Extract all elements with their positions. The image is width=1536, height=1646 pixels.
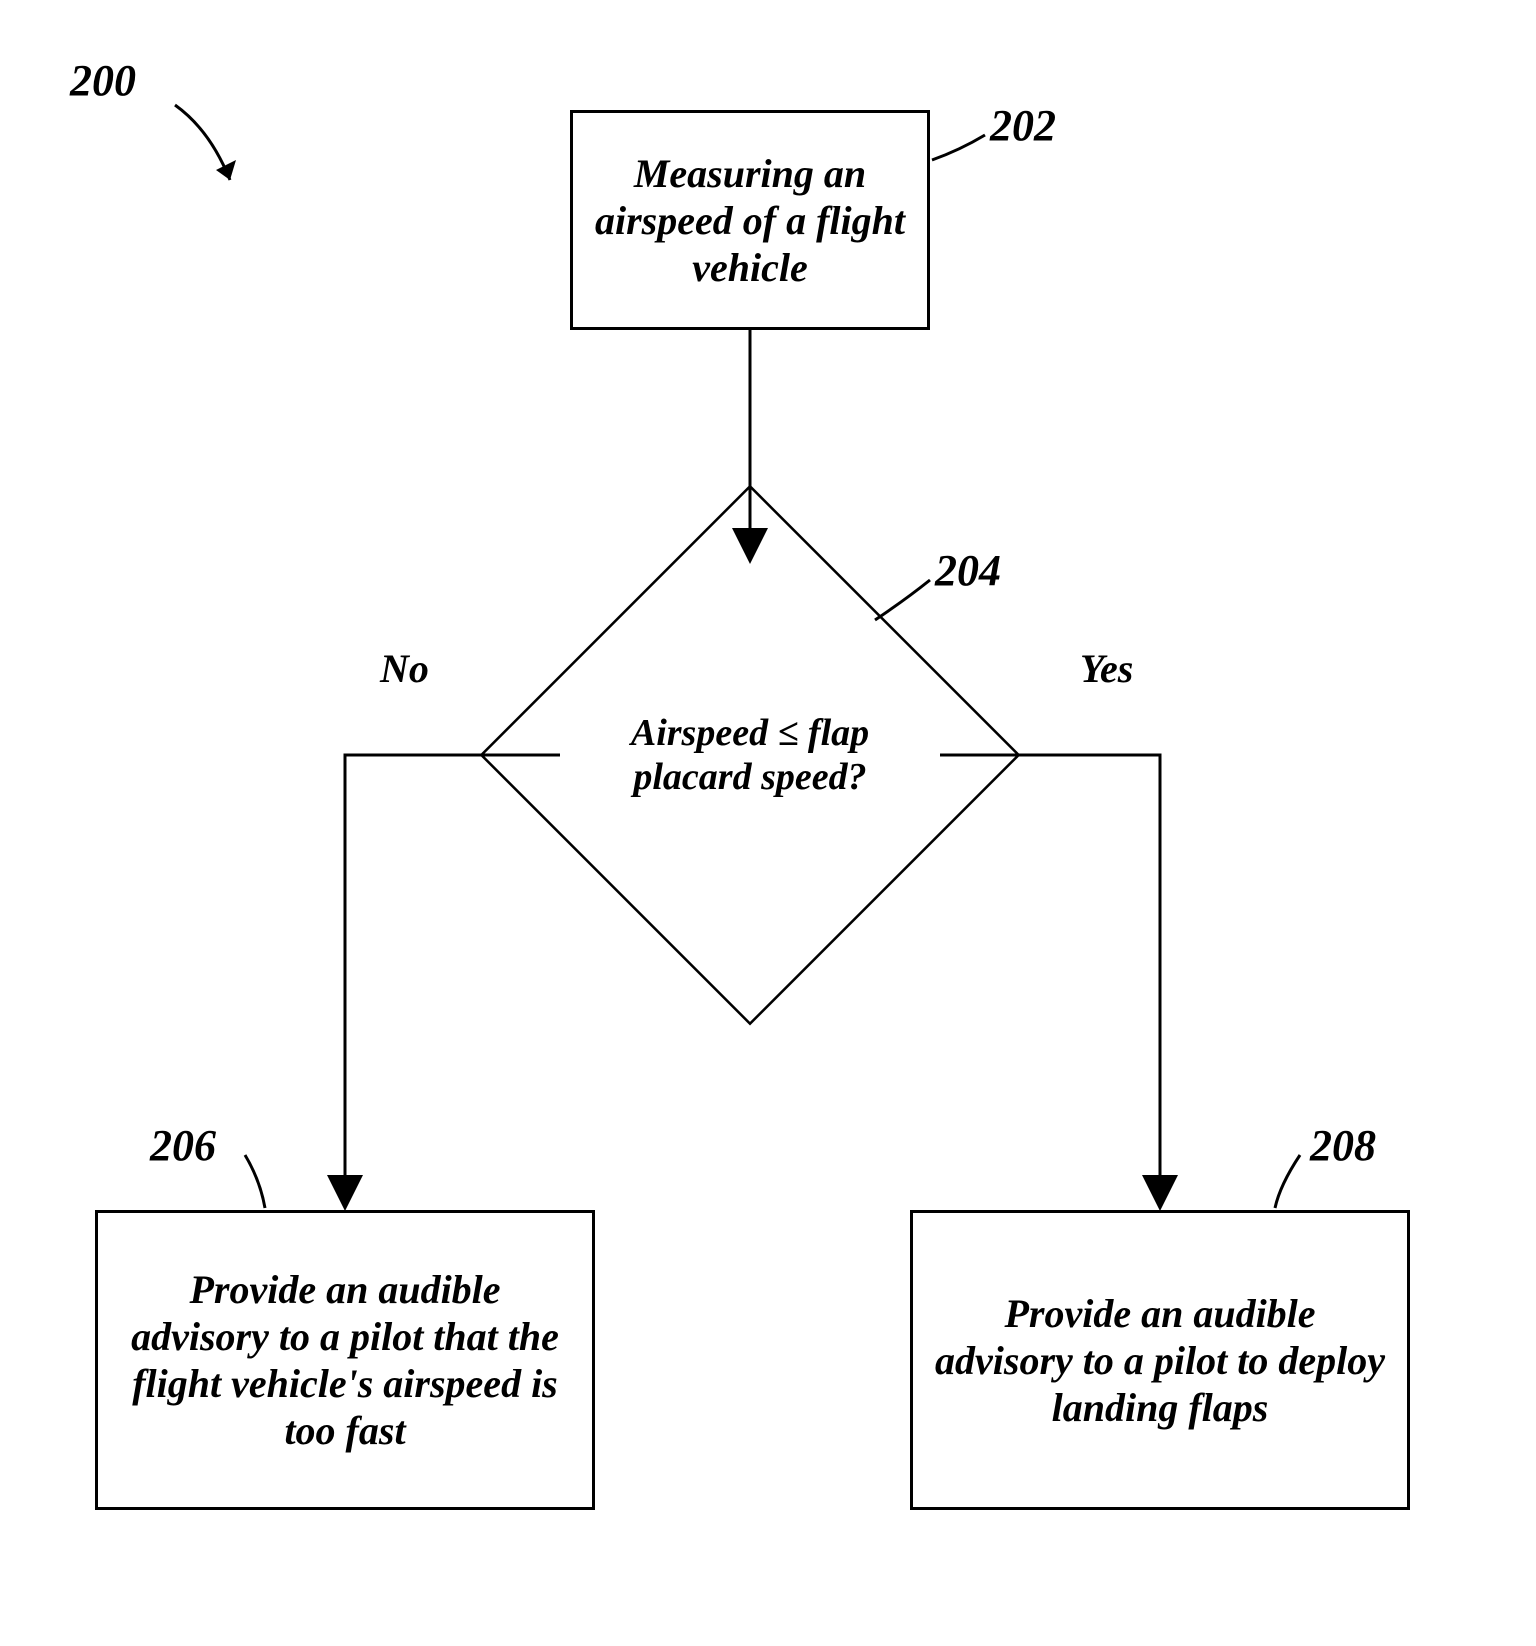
leader-208 — [1275, 1155, 1300, 1208]
process-step-208: Provide an audible advisory to a pilot t… — [910, 1210, 1410, 1510]
figure-ref-206: 206 — [150, 1120, 216, 1171]
edge-label-yes: Yes — [1080, 645, 1133, 692]
leader-200 — [175, 105, 230, 180]
step-208-text: Provide an audible advisory to a pilot t… — [933, 1290, 1387, 1431]
process-step-202: Measuring an airspeed of a flight vehicl… — [570, 110, 930, 330]
figure-ref-208: 208 — [1310, 1120, 1376, 1171]
leader-202 — [932, 135, 985, 160]
figure-ref-200: 200 — [70, 55, 136, 106]
figure-ref-202: 202 — [990, 100, 1056, 151]
decision-204-text: Airspeed ≤ flap placard speed? — [620, 711, 880, 799]
edge-label-no: No — [380, 645, 429, 692]
step-202-text: Measuring an airspeed of a flight vehicl… — [593, 150, 907, 291]
step-206-text: Provide an audible advisory to a pilot t… — [118, 1266, 572, 1454]
process-step-206: Provide an audible advisory to a pilot t… — [95, 1210, 595, 1510]
leader-206 — [245, 1155, 265, 1208]
decision-204: Airspeed ≤ flap placard speed? — [525, 530, 975, 980]
